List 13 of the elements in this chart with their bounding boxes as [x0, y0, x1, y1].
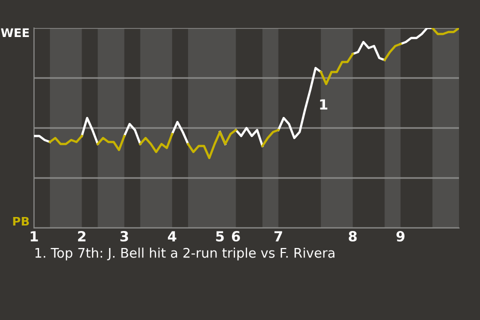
x-tick-label: 3 — [120, 231, 128, 242]
x-tick-label: 6 — [232, 231, 240, 242]
x-tick-label: 9 — [396, 231, 405, 242]
annotation: 1 — [320, 99, 328, 110]
x-tick-label: 2 — [78, 231, 86, 242]
x-tick-label: 8 — [348, 231, 357, 242]
text: 1. Top 7th: J. Bell hit a 2-run triple vs F. Rivera — [35, 248, 334, 260]
x-tick-label: 4 — [168, 231, 176, 242]
text: PB — [13, 216, 29, 226]
x-tick-label: 7 — [274, 231, 282, 242]
text: WEE — [0, 28, 29, 37]
x-tick-label: 1 — [30, 231, 38, 242]
x-tick-label: 5 — [216, 231, 224, 242]
